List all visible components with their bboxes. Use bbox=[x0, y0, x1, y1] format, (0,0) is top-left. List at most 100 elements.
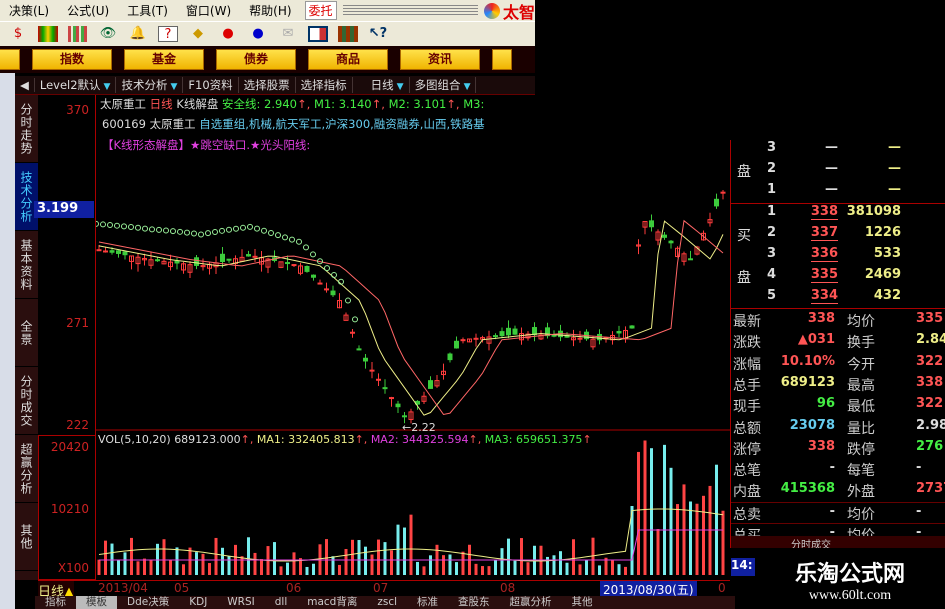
quote-value: - bbox=[829, 503, 835, 519]
category-button-news[interactable]: 资讯 bbox=[400, 49, 480, 70]
indicator-tab[interactable]: 标准 bbox=[417, 596, 439, 608]
candle bbox=[246, 254, 251, 257]
quote-value: - bbox=[916, 460, 922, 476]
tab-f10[interactable]: F10资料 bbox=[183, 77, 239, 93]
window-icon[interactable] bbox=[308, 26, 328, 42]
ticks-tab[interactable]: 分时成交 bbox=[731, 536, 945, 551]
category-button-stock[interactable] bbox=[0, 49, 20, 70]
indicator-tab[interactable]: Dde决策 bbox=[127, 596, 170, 608]
red-link-icon[interactable]: ● bbox=[222, 26, 234, 41]
side-tab-panorama[interactable]: 全景 bbox=[15, 299, 38, 367]
volume-bar bbox=[305, 566, 309, 575]
tab-back[interactable]: ◀ bbox=[15, 78, 35, 92]
bars-icon[interactable] bbox=[68, 26, 88, 42]
menu-decision[interactable]: 决策(L) bbox=[9, 4, 50, 18]
quote-value: 338 bbox=[916, 374, 944, 390]
order-book-row[interactable]: 1 — — bbox=[731, 182, 945, 203]
order-book-row[interactable]: 1 338 381098 bbox=[731, 204, 945, 225]
candle bbox=[311, 274, 316, 278]
indicator-tab[interactable]: 超赢分析 bbox=[509, 596, 552, 608]
triangle-icon: ▲ bbox=[64, 585, 75, 600]
alarm-bell-icon[interactable]: 🔔 bbox=[129, 26, 147, 41]
volume-bar bbox=[448, 554, 452, 575]
indicator-tab[interactable]: 模板 bbox=[76, 596, 117, 609]
order-book-row[interactable]: 买 2 337 1226 bbox=[731, 225, 945, 246]
trade-button[interactable]: 委托 bbox=[304, 1, 337, 20]
tab-select-indicator[interactable]: 选择指标 bbox=[296, 77, 353, 93]
volume-bar bbox=[598, 565, 601, 575]
side-tab-fundamentals[interactable]: 基本资料 bbox=[15, 231, 38, 299]
indicator-tab[interactable]: macd背离 bbox=[307, 596, 358, 608]
dropdown-icon[interactable]: ▼ bbox=[103, 82, 111, 92]
menu-tools[interactable]: 工具(T) bbox=[127, 4, 168, 18]
order-volume: 381098 bbox=[846, 204, 901, 219]
indicator-tab[interactable]: 其他 bbox=[571, 596, 593, 608]
tab-level2[interactable]: Level2默认 ▼ bbox=[35, 77, 117, 93]
indicator-tab[interactable]: KDJ bbox=[189, 596, 208, 608]
menu-formula[interactable]: 公式(U) bbox=[67, 4, 110, 18]
tab-technical[interactable]: 技术分析 ▼ bbox=[116, 77, 184, 93]
volume-bar bbox=[247, 537, 250, 575]
volume-bar bbox=[97, 559, 101, 575]
candle bbox=[688, 258, 693, 261]
flag-icon[interactable] bbox=[38, 26, 58, 42]
side-tab-other[interactable]: 其他 bbox=[15, 503, 38, 571]
indicator-tab[interactable]: dll bbox=[274, 596, 288, 608]
safe-line-marker bbox=[128, 224, 134, 231]
blue-link-icon[interactable]: ● bbox=[252, 26, 264, 41]
stock-icon[interactable]: $ bbox=[13, 26, 23, 41]
menu-help[interactable]: 帮助(H) bbox=[249, 4, 292, 18]
tab-multi-chart[interactable]: 多图组合 ▼ bbox=[410, 77, 477, 93]
indicator-tab[interactable]: zscl bbox=[377, 596, 398, 608]
order-book-row[interactable]: 盘 2 — — bbox=[731, 161, 945, 182]
indicator-tab[interactable]: 指标 bbox=[45, 596, 66, 608]
dropdown-icon[interactable]: ▼ bbox=[170, 82, 178, 92]
order-side-label: 盘 bbox=[737, 270, 751, 286]
indicator-tab[interactable]: WRSI bbox=[227, 596, 255, 608]
question-chart-icon[interactable]: ? bbox=[158, 26, 178, 42]
menu-window[interactable]: 窗口(W) bbox=[185, 4, 232, 18]
order-book-row[interactable]: 3 — — bbox=[731, 140, 945, 161]
category-button-fund[interactable]: 基金 bbox=[124, 49, 204, 70]
quote-value: - bbox=[916, 503, 922, 519]
candle bbox=[720, 191, 726, 194]
order-book-row[interactable]: 3 336 533 bbox=[731, 246, 945, 267]
order-book-row[interactable]: 5 334 432 bbox=[731, 288, 945, 309]
candle bbox=[649, 220, 654, 228]
side-tab-super-analysis[interactable]: 超赢分析 bbox=[15, 435, 38, 503]
vol-ma1 bbox=[98, 508, 724, 562]
tab-daily[interactable]: 日线 ▼ bbox=[353, 77, 410, 93]
side-tab-technical[interactable]: 技术分析 bbox=[15, 163, 38, 231]
volume-bar bbox=[351, 539, 354, 575]
kline-chart[interactable] bbox=[96, 95, 730, 580]
category-button-commodity[interactable]: 商品 bbox=[308, 49, 388, 70]
date-label: 0 bbox=[718, 581, 726, 595]
category-button-bond[interactable]: 债券 bbox=[216, 49, 296, 70]
side-tab-intraday[interactable]: 分时走势 bbox=[15, 95, 38, 163]
dropdown-icon[interactable]: ▼ bbox=[463, 82, 471, 92]
dropdown-icon[interactable]: ▼ bbox=[396, 82, 404, 92]
quote-row: 现手 96 最低 322 bbox=[731, 395, 945, 417]
mail-icon[interactable]: ✉ bbox=[282, 26, 294, 41]
candle bbox=[486, 336, 492, 344]
diamond-icon[interactable]: ◆ bbox=[193, 26, 203, 41]
quote-value: - bbox=[829, 525, 835, 540]
books-icon[interactable] bbox=[338, 26, 358, 42]
tab-select-stock[interactable]: 选择股票 bbox=[239, 77, 296, 93]
binoculars-icon[interactable]: 👁 bbox=[99, 26, 117, 41]
time-label: 14: bbox=[731, 558, 757, 576]
side-tab-ticks[interactable]: 分时成交 bbox=[15, 367, 38, 435]
category-button-more[interactable] bbox=[492, 49, 512, 70]
volume-bar bbox=[695, 503, 699, 575]
quote-value: 338 bbox=[807, 311, 835, 326]
order-book-row[interactable]: 盘 4 335 2469 bbox=[731, 267, 945, 288]
help-pointer-icon[interactable]: ↖? bbox=[368, 26, 388, 41]
indicator-tab[interactable]: 查股东 bbox=[458, 596, 490, 608]
quote-row: 总额 23078 量比 2.98 bbox=[731, 417, 945, 439]
category-button-index[interactable]: 指数 bbox=[32, 49, 112, 70]
safe-line-marker bbox=[170, 228, 176, 235]
logo-icon bbox=[483, 2, 500, 19]
safe-line-value: 2.940 bbox=[264, 97, 297, 111]
order-volume: — bbox=[888, 182, 901, 197]
candle bbox=[395, 403, 401, 408]
